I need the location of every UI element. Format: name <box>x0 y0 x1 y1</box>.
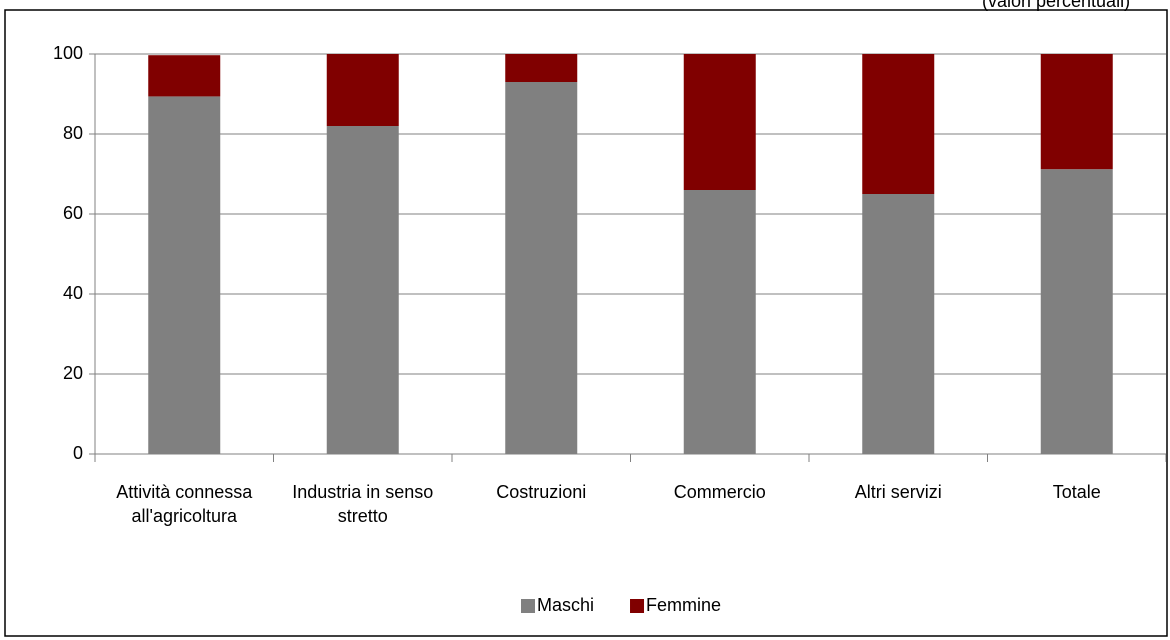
bar-segment <box>1040 54 1113 170</box>
legend-swatch <box>521 599 535 613</box>
legend-label: Maschi <box>537 595 594 615</box>
bar-segment <box>683 190 756 454</box>
bar-segment <box>862 194 935 454</box>
x-tick-label: Commercio <box>674 482 766 502</box>
bar-segment <box>683 54 756 190</box>
bar-segment <box>1040 169 1113 454</box>
bar-segment <box>326 54 399 126</box>
x-tick-label: Industria in senso stretto <box>292 482 433 526</box>
bar-segment <box>148 55 221 97</box>
y-tick-label: 20 <box>63 363 83 383</box>
y-tick-label: 0 <box>73 443 83 463</box>
y-tick-label: 40 <box>63 283 83 303</box>
y-tick-label: 80 <box>63 123 83 143</box>
y-tick-label: 60 <box>63 203 83 223</box>
x-tick-label: Attività connessa all'agricoltura <box>116 482 253 526</box>
bar-segment <box>862 54 935 194</box>
x-tick-label: Altri servizi <box>855 482 942 502</box>
chart-subtitle: (valori percentuali) <box>982 0 1130 11</box>
legend-swatch <box>630 599 645 613</box>
bar-segment <box>326 126 399 454</box>
bar-segment <box>505 82 578 454</box>
x-tick-label: Totale <box>1053 482 1101 502</box>
bar-segment <box>148 96 221 455</box>
y-tick-label: 100 <box>53 43 83 63</box>
bar-segment <box>505 54 578 82</box>
legend-label: Femmine <box>646 595 721 615</box>
x-tick-label: Costruzioni <box>496 482 586 502</box>
